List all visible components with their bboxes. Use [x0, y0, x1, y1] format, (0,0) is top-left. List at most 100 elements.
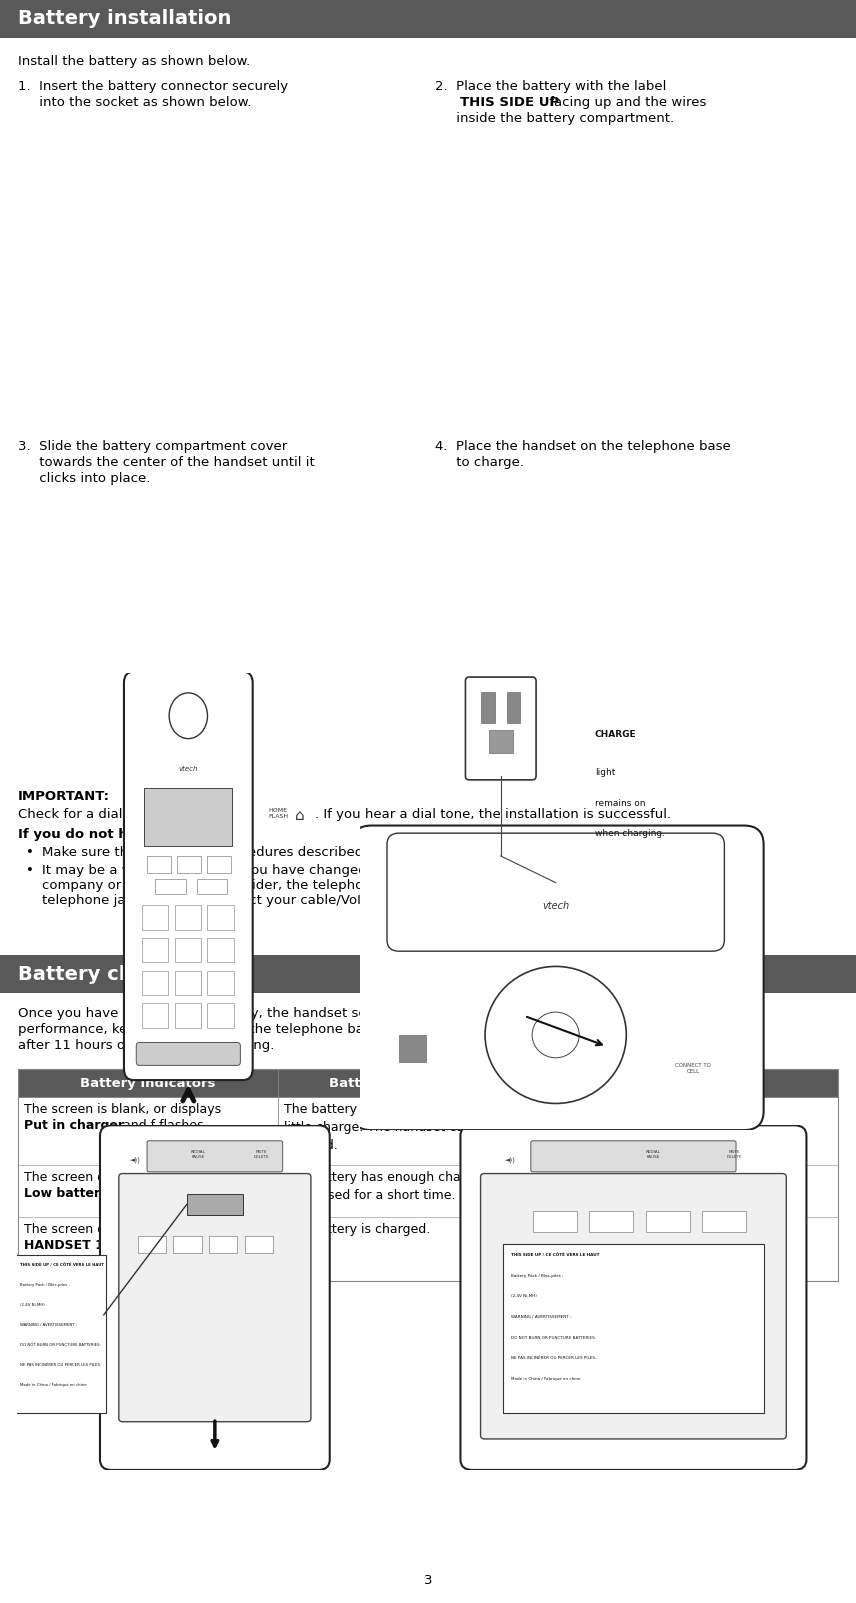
Text: Low battery: Low battery — [24, 1186, 108, 1201]
Text: Made in China / Fabriqué en chine: Made in China / Fabriqué en chine — [21, 1383, 86, 1387]
Bar — [0, 955, 856, 992]
Text: Battery Pack / Bloc-piles :: Battery Pack / Bloc-piles : — [511, 1273, 563, 1278]
FancyBboxPatch shape — [466, 676, 536, 781]
Text: Once you have installed the battery, the handset screen indicates the battery st: Once you have installed the battery, the… — [18, 1007, 647, 1020]
Text: 2.  Place the battery with the label: 2. Place the battery with the label — [435, 80, 666, 93]
Bar — [142, 1003, 168, 1028]
FancyBboxPatch shape — [147, 1141, 282, 1172]
Text: Install the battery as shown below.: Install the battery as shown below. — [18, 55, 250, 67]
Bar — [481, 692, 495, 723]
Text: ◄)): ◄)) — [505, 1156, 515, 1164]
Text: performance, keep the handset in the telephone base when not in use. The battery: performance, keep the handset in the tel… — [18, 1023, 682, 1036]
Text: when charging.: when charging. — [595, 829, 665, 838]
Bar — [142, 938, 168, 962]
Bar — [207, 906, 234, 930]
Text: THIS SIDE UP / CE CÔTÉ VERS LE HAUT: THIS SIDE UP / CE CÔTÉ VERS LE HAUT — [21, 1263, 104, 1266]
FancyBboxPatch shape — [119, 1173, 311, 1422]
Text: IMPORTANT:: IMPORTANT: — [18, 790, 110, 803]
Text: •: • — [26, 864, 34, 877]
FancyBboxPatch shape — [480, 1173, 787, 1439]
Text: into the socket as shown below.: into the socket as shown below. — [18, 96, 252, 109]
Text: CHARGE: CHARGE — [595, 731, 637, 739]
Text: .: . — [86, 1239, 89, 1252]
FancyBboxPatch shape — [136, 1042, 241, 1066]
Text: Make sure the installation procedures described above are properly done.: Make sure the installation procedures de… — [42, 846, 536, 859]
Text: It may be a wiring problem. If you have changed your telephone service to digita: It may be a wiring problem. If you have … — [42, 864, 728, 877]
Bar — [142, 970, 168, 995]
FancyBboxPatch shape — [352, 826, 764, 1130]
Bar — [175, 970, 200, 995]
Bar — [175, 938, 200, 962]
Bar — [187, 1194, 243, 1215]
FancyBboxPatch shape — [124, 672, 253, 1080]
Text: Battery status: Battery status — [330, 1077, 437, 1090]
Text: Put in charger: Put in charger — [24, 1119, 124, 1132]
Bar — [18, 1069, 838, 1096]
Text: 3.  Slide the battery compartment cover: 3. Slide the battery compartment cover — [18, 439, 288, 454]
Text: Charge without interruption
(about 30 minutes).: Charge without interruption (about 30 mi… — [494, 1172, 668, 1202]
FancyBboxPatch shape — [502, 1244, 764, 1414]
FancyBboxPatch shape — [531, 1141, 736, 1172]
Bar — [207, 856, 231, 872]
Bar — [0, 0, 856, 38]
Text: To keep the battery charged,
place it in the telephone base
when not in use.: To keep the battery charged, place it in… — [494, 1223, 681, 1273]
Bar — [489, 731, 513, 753]
Text: DO NOT BURN OR PUNCTURE BATTERIES.: DO NOT BURN OR PUNCTURE BATTERIES. — [21, 1343, 101, 1347]
Text: WARNING / AVERTISSEMENT :: WARNING / AVERTISSEMENT : — [21, 1322, 77, 1327]
Text: REDIAL
PAUSE: REDIAL PAUSE — [646, 1151, 661, 1159]
Bar — [702, 1212, 746, 1233]
Text: •: • — [26, 846, 34, 859]
Text: DO NOT BURN OR PUNCTURE BATTERIES.: DO NOT BURN OR PUNCTURE BATTERIES. — [511, 1335, 596, 1340]
Bar — [18, 1096, 838, 1165]
Bar — [175, 1003, 200, 1028]
Bar — [507, 692, 520, 723]
Text: to charge.: to charge. — [435, 455, 524, 470]
Text: If you do not hear a dial tone:: If you do not hear a dial tone: — [18, 829, 242, 842]
Text: . If you hear a dial tone, the installation is successful.: . If you hear a dial tone, the installat… — [315, 808, 671, 821]
Text: THIS SIDE UP: THIS SIDE UP — [460, 96, 559, 109]
Text: vtech: vtech — [179, 766, 198, 773]
Bar — [399, 1036, 426, 1061]
Text: The battery has enough charge
to be used for a short time.: The battery has enough charge to be used… — [284, 1172, 481, 1202]
Text: MUTE
DELETE: MUTE DELETE — [726, 1151, 742, 1159]
Text: Action: Action — [639, 1077, 687, 1090]
Text: Battery indicators: Battery indicators — [80, 1077, 216, 1090]
Bar — [207, 970, 234, 995]
Bar — [142, 906, 168, 930]
Text: towards the center of the handset until it: towards the center of the handset until … — [18, 455, 315, 470]
Text: (2.4V Ni-MH): (2.4V Ni-MH) — [511, 1294, 537, 1298]
Text: Battery installation: Battery installation — [18, 10, 231, 29]
Text: 4.  Place the handset on the telephone base: 4. Place the handset on the telephone ba… — [435, 439, 731, 454]
Text: and ƒ flashes.: and ƒ flashes. — [98, 1186, 187, 1201]
Text: The screen displays: The screen displays — [24, 1223, 148, 1236]
Bar — [589, 1212, 633, 1233]
Text: telephone jacks to work. Contact your cable/VoIP service provider for more infor: telephone jacks to work. Contact your ca… — [42, 894, 627, 907]
Text: The battery has no or very
little charge. The handset cannot
be used.: The battery has no or very little charge… — [284, 1103, 492, 1153]
Text: NE PAS INCINÉRER OU PERCER LES PILES.: NE PAS INCINÉRER OU PERCER LES PILES. — [511, 1356, 596, 1361]
Bar — [18, 1165, 838, 1217]
Text: NE PAS INCINÉRER OU PERCER LES PILES.: NE PAS INCINÉRER OU PERCER LES PILES. — [21, 1363, 101, 1367]
FancyBboxPatch shape — [15, 1255, 105, 1414]
Text: inside the battery compartment.: inside the battery compartment. — [435, 112, 675, 125]
Text: Check for a dial tone by pressing: Check for a dial tone by pressing — [18, 808, 238, 821]
Text: Made in China / Fabriqué en chine: Made in China / Fabriqué en chine — [511, 1377, 580, 1380]
Bar — [207, 1003, 234, 1028]
Text: THIS SIDE UP / CE CÔTÉ VERS LE HAUT: THIS SIDE UP / CE CÔTÉ VERS LE HAUT — [511, 1254, 599, 1257]
Text: MUTE
DELETE: MUTE DELETE — [254, 1151, 270, 1159]
FancyBboxPatch shape — [387, 834, 724, 951]
Text: HOME
FLASH: HOME FLASH — [268, 808, 288, 819]
Text: The screen displays: The screen displays — [24, 1172, 148, 1185]
Text: (2.4V Ni-MH): (2.4V Ni-MH) — [21, 1303, 45, 1306]
Text: and ƒ flashes.: and ƒ flashes. — [119, 1119, 208, 1132]
FancyBboxPatch shape — [100, 1125, 330, 1470]
Text: ◄)): ◄)) — [130, 1156, 141, 1164]
Bar — [18, 1217, 838, 1281]
Text: REDIAL
PAUSE: REDIAL PAUSE — [191, 1151, 205, 1159]
Bar — [532, 1212, 577, 1233]
Text: light: light — [595, 768, 615, 777]
Text: 1.  Insert the battery connector securely: 1. Insert the battery connector securely — [18, 80, 288, 93]
Bar — [174, 1236, 202, 1254]
Text: clicks into place.: clicks into place. — [18, 471, 151, 486]
Bar — [209, 1236, 237, 1254]
Text: HANDSET 1: HANDSET 1 — [24, 1239, 104, 1252]
